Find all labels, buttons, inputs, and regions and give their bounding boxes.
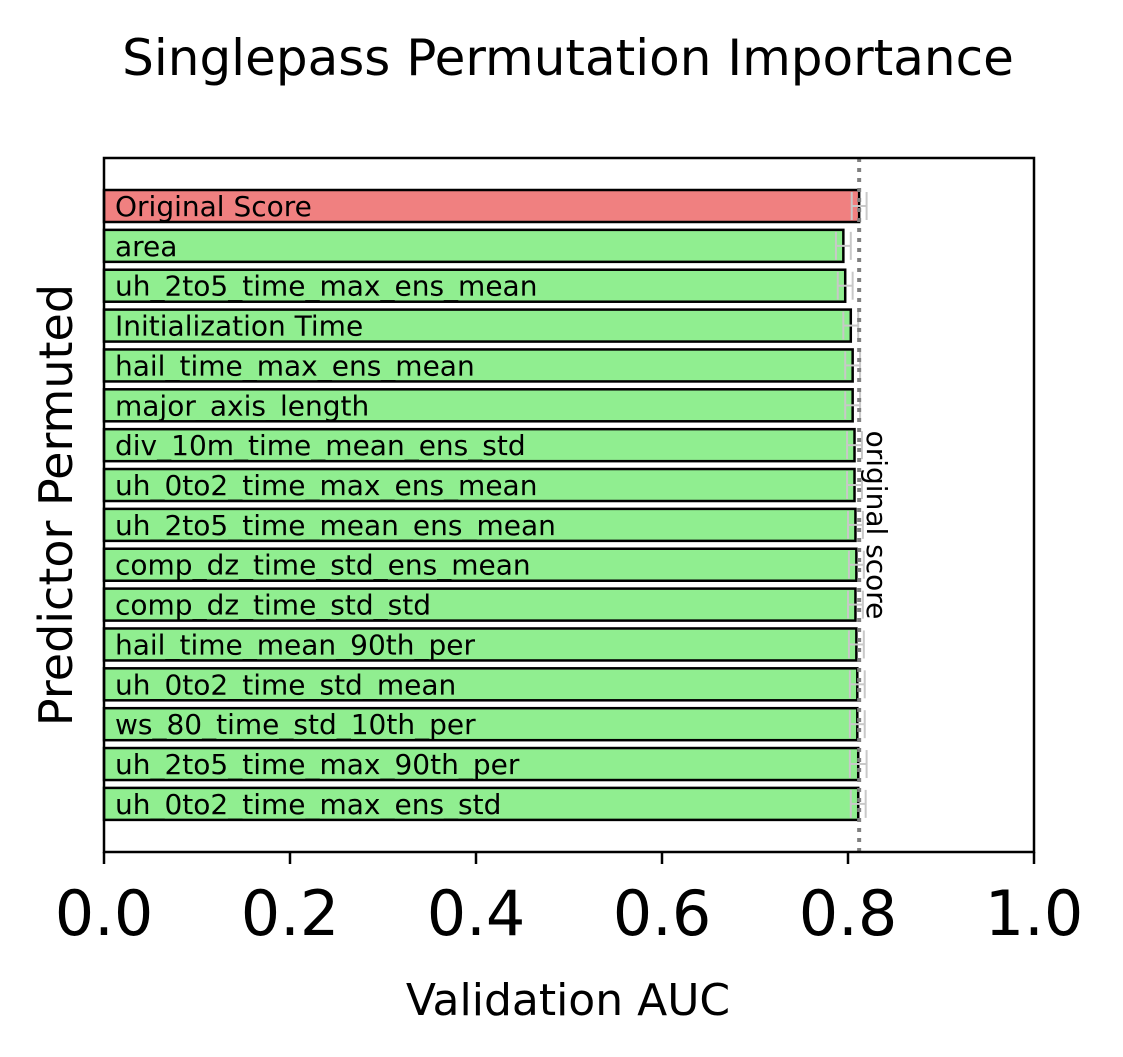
y-axis-title: Predictor Permuted: [29, 284, 83, 726]
bar-label: uh_0to2_time_max_ens_mean: [115, 469, 537, 502]
bars-layer: Original Score area uh_2to5_time_max_ens_m…: [102, 188, 868, 822]
bar-label: major_axis_length: [115, 389, 369, 422]
bar-label: uh_2to5_time_max_ens_mean: [115, 270, 537, 303]
bar-label: div_10m_time_mean_ens_std: [115, 429, 526, 462]
bar-label: uh_0to2_time_max_ens_std: [115, 788, 501, 821]
bar-label: uh_0to2_time_std_mean: [115, 668, 456, 701]
x-tick-label: 1.0: [985, 877, 1084, 950]
bar: [102, 627, 858, 662]
bar-label: hail_time_max_ens_mean: [115, 349, 475, 382]
bar-label: comp_dz_time_std_ens_mean: [115, 549, 531, 582]
bar-label: area: [115, 230, 177, 263]
reference-layer: original score: [857, 158, 893, 852]
x-tick-label: 0.8: [799, 877, 898, 950]
bar-label: Original Score: [115, 190, 312, 223]
x-tick-label: 0.0: [55, 877, 154, 950]
x-tick-label: 0.4: [427, 877, 526, 950]
x-tick-label: 0.6: [613, 877, 712, 950]
bar-label: Initialization Time: [115, 310, 363, 343]
bar-label: uh_2to5_time_max_90th_per: [115, 748, 520, 781]
bar-label: comp_dz_time_std_std: [115, 589, 431, 622]
bar: [102, 308, 853, 343]
bar-label: hail_time_mean_90th_per: [115, 628, 475, 661]
original-score-line-label: original score: [860, 431, 893, 620]
chart-title: Singlepass Permutation Importance: [122, 29, 1014, 87]
bar-label: uh_2to5_time_mean_ens_mean: [115, 509, 556, 542]
x-axis-title: Validation AUC: [406, 975, 730, 1026]
bar: [102, 706, 859, 742]
bar: [102, 228, 845, 264]
bar-label: ws_80_time_std_10th_per: [115, 708, 476, 741]
x-tick-label: 0.2: [241, 877, 340, 950]
x-ticks-layer: 0.0 0.2 0.4 0.6 0.8 1.0: [55, 852, 1084, 950]
bar: [102, 746, 860, 782]
plot-frame: [102, 156, 1036, 854]
bar: [102, 388, 854, 423]
bar: [102, 667, 859, 702]
bar: [102, 348, 854, 383]
